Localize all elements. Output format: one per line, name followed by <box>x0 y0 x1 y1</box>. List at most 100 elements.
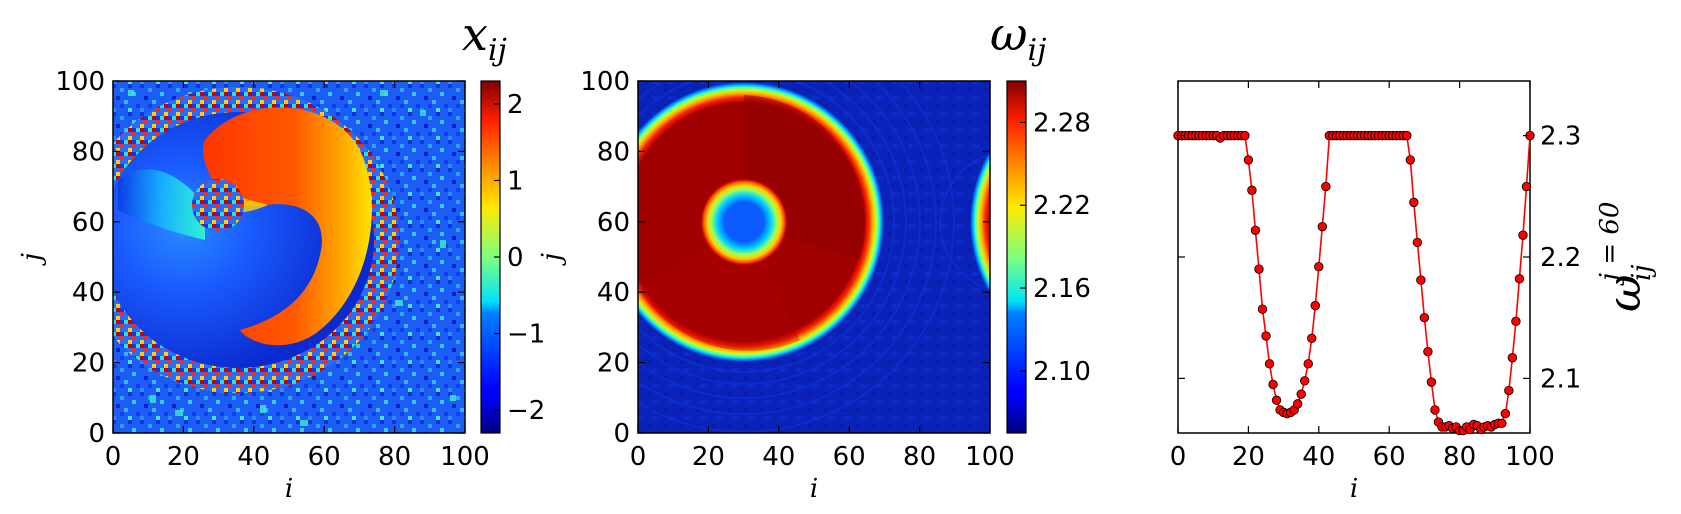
frequency-xtick-label: 0 <box>630 442 647 472</box>
phase-plot-frame <box>112 80 466 434</box>
frequency-ytick-label: 0 <box>613 419 630 449</box>
frequency-heatmap-panel: 0 20 40 60 80 100 0 20 40 60 80 100 2.10 2.16 2.22 2.2… <box>537 7 1091 504</box>
phase-title: xij <box>462 7 507 68</box>
profile-point <box>1416 275 1426 285</box>
frequency-ytick-label: 60 <box>597 208 630 238</box>
frequency-ylabel: j <box>537 253 567 266</box>
profile-point <box>1500 408 1511 419</box>
profile-line-panel: 0 20 40 60 80 100 2.1 2.2 2.3 i ω ij j = 60 <box>1170 80 1657 504</box>
phase-ytick-label: 100 <box>55 67 105 97</box>
profile-point <box>1240 130 1250 141</box>
phase-ytick-label: 80 <box>72 137 105 167</box>
profile-point <box>1310 300 1320 311</box>
profile-point <box>1430 405 1440 415</box>
profile-point <box>1254 264 1264 274</box>
profile-xlabel: i <box>1350 474 1358 504</box>
frequency-ytick-label: 80 <box>597 137 630 167</box>
profile-point <box>1521 181 1532 192</box>
frequency-xlabel: i <box>810 474 818 504</box>
frequency-cbar-tick-label: 2.28 <box>1033 108 1091 138</box>
profile-point <box>1423 346 1433 357</box>
phase-ytick-label: 0 <box>88 419 105 449</box>
svg-text:ω: ω <box>1597 274 1651 312</box>
profile-point <box>1507 353 1518 363</box>
profile-point <box>1250 225 1261 235</box>
frequency-colorbar <box>1006 80 1027 434</box>
frequency-colorbar-ticks: 2.10 2.16 2.22 2.28 <box>1020 108 1091 387</box>
frequency-axes: 0 20 40 60 80 100 0 20 40 60 80 100 <box>580 67 1014 472</box>
profile-point <box>1307 333 1317 344</box>
profile-point <box>1303 359 1313 369</box>
phase-axes: 0 20 40 60 80 100 0 20 40 60 80 100 <box>55 67 489 472</box>
phase-xtick-label: 60 <box>308 442 341 472</box>
profile-ytick-label: 2.2 <box>1540 243 1581 273</box>
profile-point <box>1504 385 1514 396</box>
frequency-xtick-label: 80 <box>903 442 936 472</box>
frequency-ytick-label: 100 <box>580 67 630 97</box>
frequency-plot-frame <box>637 80 991 434</box>
profile-point <box>1514 274 1525 284</box>
frequency-ytick-label: 20 <box>597 349 630 379</box>
profile-point <box>1261 331 1271 341</box>
phase-xtick-label: 80 <box>378 442 411 472</box>
svg-text:j = 60: j = 60 <box>1595 202 1625 286</box>
phase-colorbar-ticks: −2 −1 0 1 2 <box>494 90 545 426</box>
profile-axes: 0 20 40 60 80 100 2.1 2.2 2.3 <box>1170 81 1581 472</box>
profile-point <box>1419 312 1430 323</box>
profile-point <box>1402 130 1412 141</box>
frequency-xtick-label: 20 <box>692 442 725 472</box>
phase-heatmap-panel: 0 20 40 60 80 100 0 20 40 60 80 100 −2 −1 0 1 2 xij i j <box>17 7 545 504</box>
phase-xtick-label: 20 <box>167 442 200 472</box>
profile-point <box>1405 155 1416 165</box>
profile-ylabel: ω ij j = 60 <box>1595 202 1657 312</box>
profile-point <box>1426 377 1437 387</box>
phase-heatmap-image <box>113 81 465 433</box>
frequency-xtick-label: 40 <box>762 442 795 472</box>
phase-cbar-tick-label: −2 <box>507 396 545 426</box>
profile-point <box>1271 395 1282 405</box>
profile-point <box>1257 304 1268 314</box>
profile-point <box>1268 379 1278 390</box>
frequency-cbar-tick-label: 2.10 <box>1033 357 1091 387</box>
profile-series-markers <box>1173 130 1535 436</box>
profile-point <box>1412 237 1423 248</box>
profile-point <box>1317 221 1328 232</box>
phase-xtick-label: 100 <box>440 442 490 472</box>
frequency-heatmap-image <box>638 81 990 433</box>
frequency-ytick-label: 40 <box>597 278 630 308</box>
profile-xtick-label: 80 <box>1443 442 1476 472</box>
phase-cbar-tick-label: 1 <box>507 166 524 196</box>
profile-point <box>1292 399 1303 409</box>
profile-xtick-label: 20 <box>1232 442 1265 472</box>
profile-point <box>1243 155 1254 165</box>
profile-point <box>1518 230 1528 240</box>
profile-xtick-label: 100 <box>1505 442 1555 472</box>
profile-ytick-label: 2.3 <box>1540 122 1581 152</box>
profile-point <box>1314 262 1324 272</box>
frequency-title: ωij <box>990 7 1046 68</box>
svg-text:ij: ij <box>1627 265 1657 281</box>
profile-point <box>1247 185 1257 195</box>
profile-point <box>1264 359 1275 369</box>
profile-xtick-label: 40 <box>1302 442 1335 472</box>
phase-cbar-tick-label: 0 <box>507 243 524 273</box>
frequency-cbar-tick-label: 2.22 <box>1033 191 1091 221</box>
profile-ytick-label: 2.1 <box>1540 364 1581 394</box>
phase-cbar-tick-label: −1 <box>507 320 545 350</box>
frequency-xtick-label: 60 <box>833 442 866 472</box>
profile-xtick-label: 60 <box>1373 442 1406 472</box>
frequency-cbar-tick-label: 2.16 <box>1033 274 1091 304</box>
profile-point <box>1296 389 1306 399</box>
phase-xlabel: i <box>285 474 293 504</box>
profile-point <box>1511 316 1521 327</box>
phase-ytick-label: 20 <box>72 349 105 379</box>
phase-cbar-tick-label: 2 <box>507 90 524 120</box>
phase-ylabel: j <box>17 253 47 266</box>
profile-xtick-label: 0 <box>1170 442 1187 472</box>
profile-point <box>1409 197 1419 208</box>
profile-point <box>1300 376 1310 386</box>
frequency-xtick-label: 100 <box>965 442 1015 472</box>
phase-ytick-label: 40 <box>72 278 105 308</box>
phase-xtick-label: 0 <box>105 442 122 472</box>
